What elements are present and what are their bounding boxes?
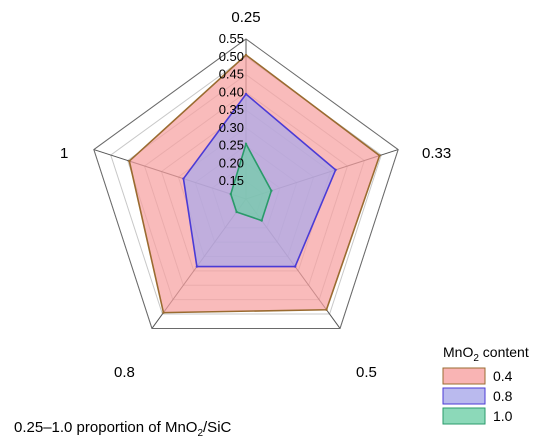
series-0.8-point-4 (182, 177, 185, 180)
grid-ring-7 (110, 56, 382, 315)
chart-caption: 0.25–1.0 proportion of MnO2/SiC (14, 419, 232, 439)
tick-label: 0.50 (219, 49, 244, 64)
series-0.4-point-1 (378, 154, 381, 157)
series-1.0-point-4 (229, 192, 232, 196)
series-0.4-point-0 (244, 53, 248, 57)
tick-label: 0.25 (219, 138, 244, 153)
series-0.8-point-1 (334, 168, 337, 172)
series-0.8-point-2 (293, 265, 297, 268)
series-0.8-point-0 (244, 92, 248, 96)
legend-label-1.0: 1.0 (493, 408, 513, 424)
legend: MnO2 content 0.4 0.8 1.0 (442, 344, 529, 425)
legend-swatch-0.4 (442, 367, 486, 385)
axis-label-4: 1 (60, 145, 68, 162)
tick-label: 0.45 (219, 67, 244, 82)
tick-label: 0.15 (219, 173, 244, 188)
radial-tick-labels: 0.15 0.20 0.25 0.30 0.35 0.40 0.45 0.50 0.55 (219, 31, 244, 188)
series-1.0 (229, 141, 273, 222)
series-0.8-point-3 (195, 265, 199, 268)
legend-label-0.4: 0.4 (493, 368, 513, 384)
tick-label: 0.30 (219, 120, 244, 135)
series-0.4-point-4 (128, 159, 131, 163)
axis-label-2: 0.5 (356, 364, 377, 381)
grid-outer-ring (93, 38, 399, 329)
legend-label-0.8: 0.8 (493, 388, 513, 404)
tick-label: 0.40 (219, 84, 244, 99)
radar-series (128, 53, 381, 314)
legend-swatch-1.0 (442, 407, 486, 425)
series-0.4-point-3 (162, 311, 165, 314)
legend-title: MnO2 content (443, 344, 529, 364)
legend-items: 0.4 0.8 1.0 (442, 367, 513, 425)
series-1.0-point-1 (270, 189, 273, 192)
series-1.0-point-0 (244, 142, 248, 146)
tick-label: 0.55 (219, 31, 244, 46)
series-1.0-point-3 (235, 210, 238, 214)
axis-label-1: 0.33 (422, 145, 451, 162)
legend-swatch-0.8 (442, 387, 486, 405)
axis-label-3: 0.8 (114, 364, 135, 381)
axis-category-labels: 0.25 0.33 0.5 0.8 1 (60, 9, 451, 381)
tick-label: 0.20 (219, 155, 244, 170)
series-1.0-point-2 (260, 219, 263, 222)
series-0.4-point-2 (325, 308, 328, 311)
tick-label: 0.35 (219, 102, 244, 117)
axis-label-0: 0.25 (231, 9, 260, 26)
